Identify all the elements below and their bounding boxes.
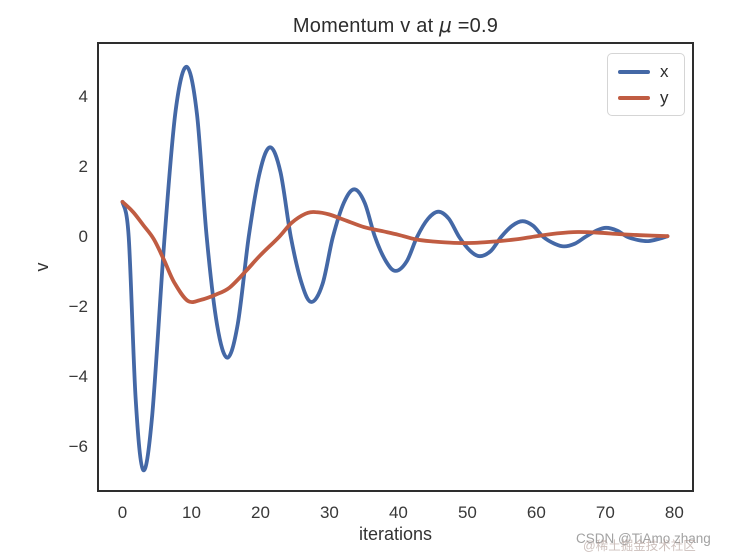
chart-title-prefix: Momentum v at xyxy=(292,15,440,37)
series-x-line xyxy=(120,64,670,472)
x-tick-label: 0 xyxy=(117,503,128,522)
x-tick-label: 80 xyxy=(664,503,684,522)
legend-swatch-y-line xyxy=(618,95,650,100)
axes-box xyxy=(97,42,694,492)
legend-label-y: y xyxy=(660,88,669,107)
series-y-line xyxy=(120,200,670,305)
y-tick-label: −2 xyxy=(68,296,88,316)
x-tick-label: 10 xyxy=(182,503,201,522)
y-tick-label: −4 xyxy=(68,366,88,386)
x-tick-label: 30 xyxy=(319,503,339,522)
watermark-en-text: CSDN @TiAmo zhang xyxy=(576,531,711,546)
series-group xyxy=(120,64,670,472)
watermark: @稀土掘金技术社区 CSDN @TiAmo zhang xyxy=(576,531,746,557)
y-tick-label: 2 xyxy=(78,156,88,176)
chart-title-mu-symbol: μ xyxy=(439,13,453,37)
x-tick-label: 60 xyxy=(526,503,546,522)
chart-title: Momentum v at μ =0.9 xyxy=(98,13,693,38)
legend-entry-x: x xyxy=(618,63,674,80)
chart-title-suffix: =0.9 xyxy=(452,15,499,37)
x-tick-label: 70 xyxy=(595,503,615,522)
x-tick-label: 50 xyxy=(457,503,477,522)
y-tick-label: 4 xyxy=(78,86,88,106)
legend-swatch-x-line xyxy=(618,69,650,74)
legend-label-x: x xyxy=(660,62,669,81)
y-tick-label: 0 xyxy=(78,226,88,246)
x-axis-label: iterations xyxy=(358,524,433,544)
x-tick-label: 40 xyxy=(388,503,408,522)
watermark-cn-text: @稀土掘金技术社区 xyxy=(583,539,696,553)
x-tick-label: 20 xyxy=(250,503,270,522)
y-tick-label: −6 xyxy=(68,436,88,456)
legend-entry-y: y xyxy=(618,89,674,106)
legend: x y xyxy=(607,53,685,116)
